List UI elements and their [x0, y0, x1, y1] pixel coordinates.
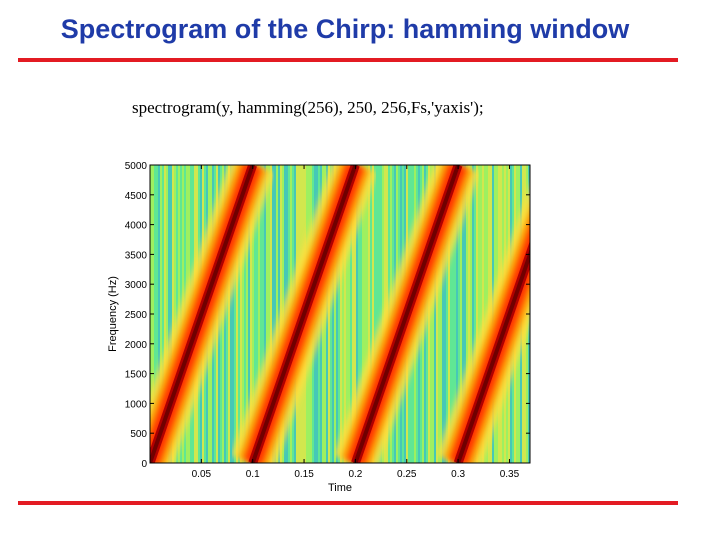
noise-stripe	[164, 165, 166, 463]
y-tick-label: 2500	[125, 310, 148, 321]
noise-stripe	[484, 165, 486, 463]
noise-stripe	[332, 165, 334, 463]
noise-stripe	[230, 165, 232, 463]
noise-stripe	[176, 165, 178, 463]
y-tick-label: 3000	[125, 280, 148, 291]
noise-stripe	[168, 165, 170, 463]
noise-stripe	[478, 165, 480, 463]
noise-stripe	[172, 165, 174, 463]
noise-stripe	[336, 165, 338, 463]
noise-stripe	[170, 165, 172, 463]
noise-stripe	[268, 165, 270, 463]
noise-stripe	[162, 165, 164, 463]
chirp-ridge	[456, 248, 530, 463]
noise-stripe	[266, 165, 268, 463]
noise-stripe	[436, 165, 438, 463]
x-tick-label: 0.2	[348, 469, 362, 480]
noise-stripe	[328, 165, 330, 463]
x-tick-label: 0.1	[246, 469, 260, 480]
chirp-ridge	[353, 165, 460, 463]
x-axis: 0.05 0.1 0.15 0.2 0.25 0.3 0.35	[192, 165, 520, 480]
noise-stripe	[156, 165, 158, 463]
y-tick-label: 1500	[125, 370, 148, 381]
x-axis-label: Time	[328, 482, 352, 494]
x-tick-label: 0.25	[397, 469, 417, 480]
noise-stripe	[154, 165, 156, 463]
noise-stripe	[374, 165, 376, 463]
noise-stripe	[234, 165, 236, 463]
noise-stripe	[330, 165, 332, 463]
noise-stripe	[432, 165, 434, 463]
noise-stripe	[160, 165, 162, 463]
y-tick-label: 4500	[125, 191, 148, 202]
noise-stripe	[166, 165, 168, 463]
x-tick-label: 0.15	[294, 469, 314, 480]
y-tick-label: 500	[130, 429, 147, 440]
noise-stripe	[174, 165, 176, 463]
noise-stripe	[276, 165, 278, 463]
y-axis-label: Frequency (Hz)	[107, 276, 119, 352]
noise-stripe	[376, 165, 378, 463]
y-tick-label: 3500	[125, 250, 148, 261]
noise-stripe	[274, 165, 276, 463]
x-tick-label: 0.3	[451, 469, 465, 480]
noise-stripe	[472, 165, 474, 463]
noise-stripe	[236, 165, 238, 463]
x-tick-label: 0.05	[192, 469, 212, 480]
footer-divider	[18, 501, 678, 505]
noise-stripe	[338, 165, 340, 463]
noise-stripe	[158, 165, 160, 463]
y-tick-label: 1000	[125, 399, 148, 410]
noise-stripe	[272, 165, 274, 463]
noise-stripe	[232, 165, 234, 463]
noise-stripe	[474, 165, 476, 463]
noise-stripe	[438, 165, 440, 463]
chirp-bands	[150, 165, 530, 463]
chirp-ridge	[250, 165, 358, 463]
slide-title: Spectrogram of the Chirp: hamming window	[60, 14, 630, 44]
y-axis: 0 500 1000 1500 2000 2500 3000 3500 4000 4500 5000	[125, 161, 530, 470]
noise-stripe	[380, 165, 382, 463]
y-tick-label: 2000	[125, 340, 148, 351]
chirp-ridge	[150, 165, 255, 463]
y-tick-label: 4000	[125, 221, 148, 232]
noise-stripe	[340, 165, 342, 463]
noise-stripe	[228, 165, 230, 463]
noise-stripe	[334, 165, 336, 463]
noise-stripe	[270, 165, 272, 463]
noise-stripe	[434, 165, 436, 463]
y-tick-label: 0	[141, 459, 147, 470]
noise-stripe	[442, 165, 444, 463]
noise-stripe	[370, 165, 372, 463]
noise-stripe	[482, 165, 484, 463]
noise-stripe	[226, 165, 228, 463]
title-divider	[18, 58, 678, 62]
noise-stripe	[476, 165, 478, 463]
noise-stripe	[480, 165, 482, 463]
noise-stripe	[278, 165, 280, 463]
y-tick-label: 5000	[125, 161, 148, 172]
code-caption: spectrogram(y, hamming(256), 250, 256,Fs…	[132, 98, 484, 117]
x-tick-label: 0.35	[500, 469, 520, 480]
noise-stripe	[372, 165, 374, 463]
noise-stripe	[378, 165, 380, 463]
noise-stripe	[440, 165, 442, 463]
